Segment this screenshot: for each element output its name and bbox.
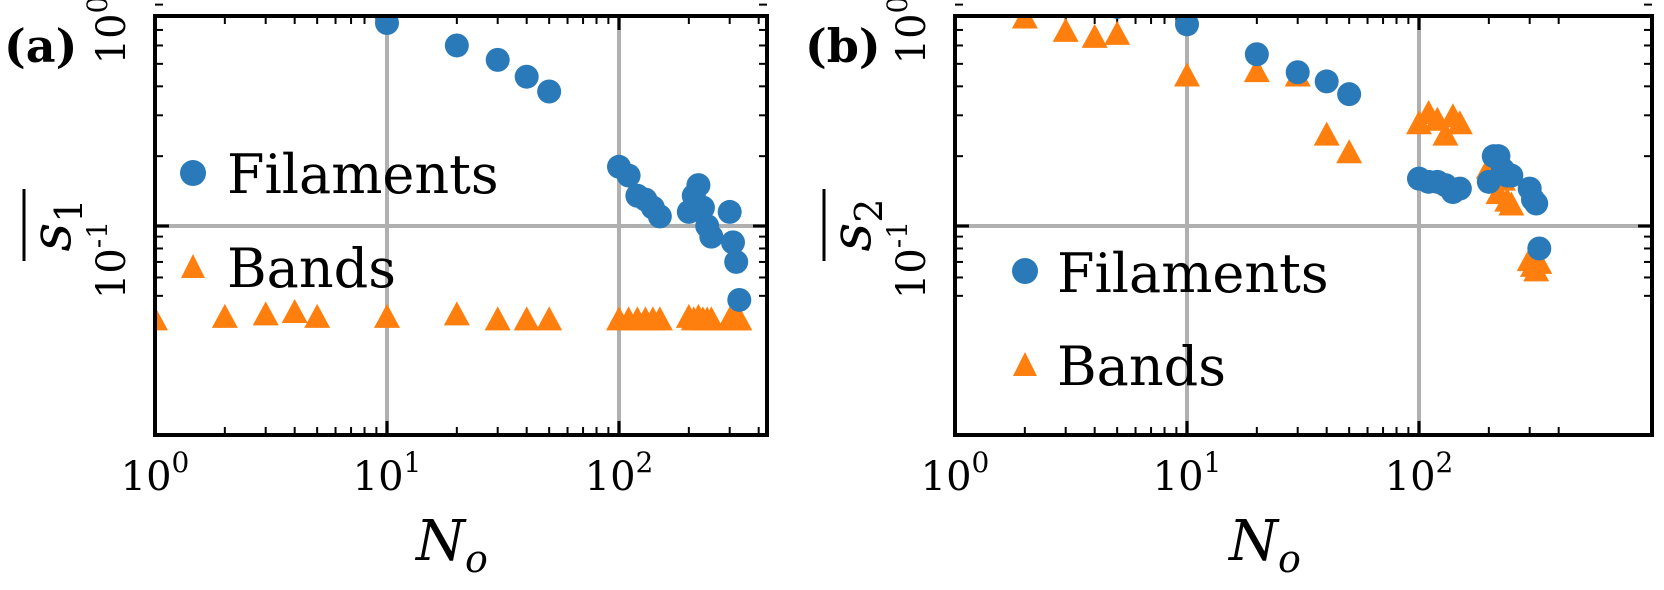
bands-point [211,303,238,328]
filaments-point [1013,0,1037,8]
legend-label-bands-a: Bands [227,237,396,300]
bands-point [1526,249,1553,274]
filaments-point [1524,191,1549,216]
bands-point [1243,58,1270,83]
filaments-point [720,230,745,255]
svg-text:100: 100 [881,0,935,64]
x-axis-label-b: No [1227,509,1301,581]
legend-marker-bands-b [1013,352,1037,376]
bands-point [536,306,563,331]
filaments-point [375,16,399,35]
bands-point [1052,17,1079,42]
markers-b [1011,0,1553,282]
legend-b: Filaments Bands [1012,242,1329,398]
legend-label-filaments-b: Filaments [1057,242,1329,305]
x-tick-label-a-10: 101 [353,446,422,500]
bands-point [513,306,540,331]
legend-marker-filaments-a [180,160,206,186]
filaments-point [717,199,742,224]
filaments-point [1527,236,1552,261]
bands-point [1081,23,1108,48]
filaments-point [1054,0,1078,10]
bands-point [1313,121,1340,146]
bands-point [698,306,725,331]
bands-point [1446,110,1473,135]
x-tick-label-a-1: 100 [121,446,190,500]
bands-point [443,301,470,326]
panel-label-a: (a) [4,19,77,73]
bands-point [281,299,308,324]
panel-a: (a) 100 101 102 No 100 10-1 s1 Filaments… [4,0,769,581]
filaments-point [1083,0,1107,13]
y-axis-label-b: s2 [819,189,891,261]
filaments-point [699,224,724,249]
svg-text:100: 100 [81,0,135,64]
filaments-point [1285,60,1310,85]
filaments-point [686,173,711,198]
bands-point [726,306,753,331]
legend-marker-bands-a [181,254,205,278]
bands-point [304,303,331,328]
filaments-point [690,195,715,220]
panel-label-b: (b) [805,19,881,73]
x-tick-label-b-10: 101 [1153,446,1222,500]
legend-a: Filaments Bands [180,143,499,300]
bands-point [1174,62,1200,87]
svg-text:s2: s2 [819,199,891,252]
bands-point [484,306,511,331]
bands-point [646,306,673,331]
y-tick-label-a-1: 100 [81,0,135,64]
bands-point [155,306,168,331]
filaments-point [647,204,672,229]
filaments-point [1337,82,1362,107]
y-tick-label-a-01: 10-1 [81,221,135,299]
y-tick-label-b-01: 10-1 [881,221,935,299]
axes-frame-a [153,14,769,437]
svg-text:s1: s1 [19,199,91,252]
filaments-point [1244,42,1269,67]
filaments-point [1175,16,1199,37]
legend-label-bands-b: Bands [1057,335,1226,398]
y-tick-label-b-1: 100 [881,0,935,64]
legend-marker-filaments-b [1012,258,1038,284]
filaments-point [254,0,278,10]
filaments-point [485,47,510,72]
bands-point [1011,16,1038,29]
svg-text:10-1: 10-1 [81,221,135,299]
x-tick-label-b-100: 102 [1385,446,1454,500]
filaments-point [1499,163,1524,188]
filaments-point [444,33,469,58]
bands-point [252,301,279,326]
y-axis-label-a: s1 [19,189,91,261]
markers-a [155,0,753,331]
x-tick-label-a-100: 102 [585,446,654,500]
bands-point [1498,191,1525,216]
filaments-point [724,249,749,274]
axes-frame-b [953,14,1654,437]
filaments-point [616,163,641,188]
x-axis-label-a: No [414,509,488,581]
filaments-point [213,0,237,8]
bands-point [1336,139,1363,164]
x-tick-label-b-1: 100 [921,446,990,500]
filaments-point [727,287,752,312]
filaments-point [1447,176,1472,201]
bands-point [1432,121,1459,146]
legend-label-filaments-a: Filaments [227,143,499,206]
filaments-point [537,79,562,104]
filaments-point [283,0,307,13]
bands-point [1104,20,1131,45]
plot-area-a [153,0,767,435]
filaments-point [514,64,539,89]
panel-b: (b) 100 101 102 No 100 10-1 s2 Filaments… [805,0,1654,581]
plot-area-b [953,0,1652,435]
bands-point [374,303,400,328]
svg-text:10-1: 10-1 [881,221,935,299]
filaments-point [1314,69,1339,94]
